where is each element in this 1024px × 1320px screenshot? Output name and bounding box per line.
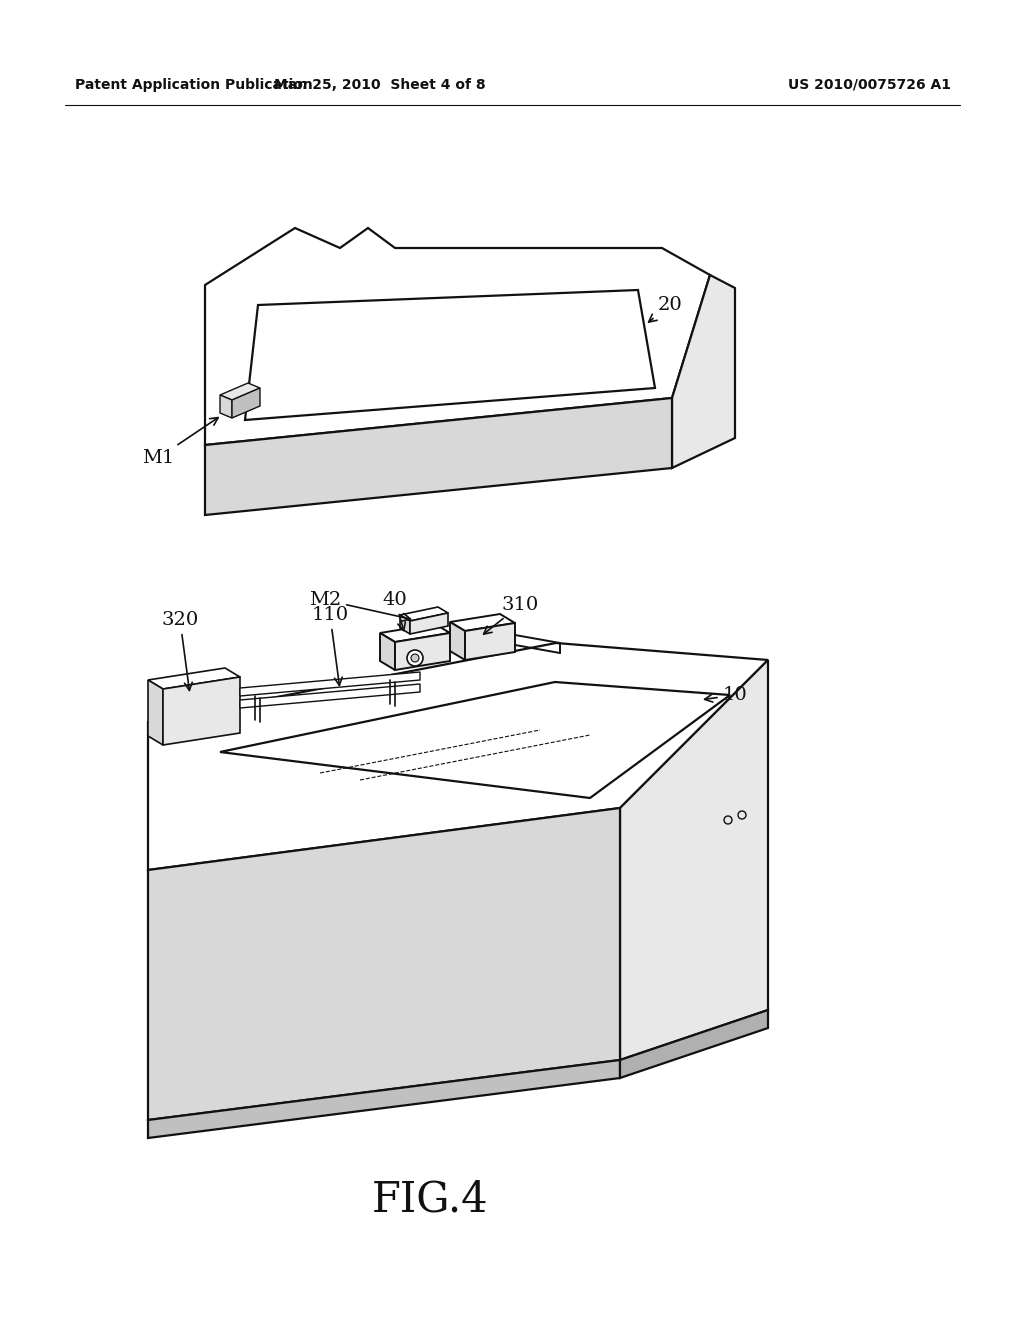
Polygon shape	[245, 290, 655, 420]
Polygon shape	[395, 634, 450, 671]
Text: Patent Application Publication: Patent Application Publication	[75, 78, 312, 92]
Polygon shape	[240, 684, 420, 708]
Polygon shape	[400, 615, 410, 634]
Text: 40: 40	[383, 591, 408, 631]
Polygon shape	[205, 228, 710, 445]
Text: 310: 310	[483, 597, 539, 634]
Circle shape	[411, 653, 419, 663]
Polygon shape	[620, 1010, 768, 1078]
Polygon shape	[163, 677, 240, 744]
Text: 110: 110	[311, 606, 348, 685]
Polygon shape	[220, 395, 232, 418]
Polygon shape	[240, 672, 420, 696]
Text: 320: 320	[162, 611, 199, 690]
Polygon shape	[465, 623, 515, 660]
Polygon shape	[148, 1060, 620, 1138]
Polygon shape	[148, 808, 620, 1119]
Text: M1: M1	[142, 417, 218, 467]
Polygon shape	[148, 668, 240, 689]
Polygon shape	[148, 643, 768, 870]
Polygon shape	[620, 660, 768, 1060]
Polygon shape	[380, 634, 395, 671]
Polygon shape	[205, 399, 672, 515]
Polygon shape	[148, 680, 163, 744]
Polygon shape	[220, 383, 260, 400]
Text: 20: 20	[648, 296, 682, 322]
Polygon shape	[232, 388, 260, 418]
Polygon shape	[450, 614, 515, 631]
Polygon shape	[380, 624, 450, 642]
Circle shape	[407, 649, 423, 667]
Text: US 2010/0075726 A1: US 2010/0075726 A1	[788, 78, 951, 92]
Polygon shape	[450, 622, 465, 660]
Polygon shape	[220, 682, 730, 799]
Text: M2: M2	[309, 591, 411, 622]
Text: 10: 10	[705, 686, 748, 704]
Polygon shape	[400, 607, 449, 620]
Polygon shape	[410, 612, 449, 634]
Polygon shape	[672, 275, 735, 469]
Text: FIG.4: FIG.4	[372, 1179, 488, 1221]
Text: Mar. 25, 2010  Sheet 4 of 8: Mar. 25, 2010 Sheet 4 of 8	[274, 78, 485, 92]
